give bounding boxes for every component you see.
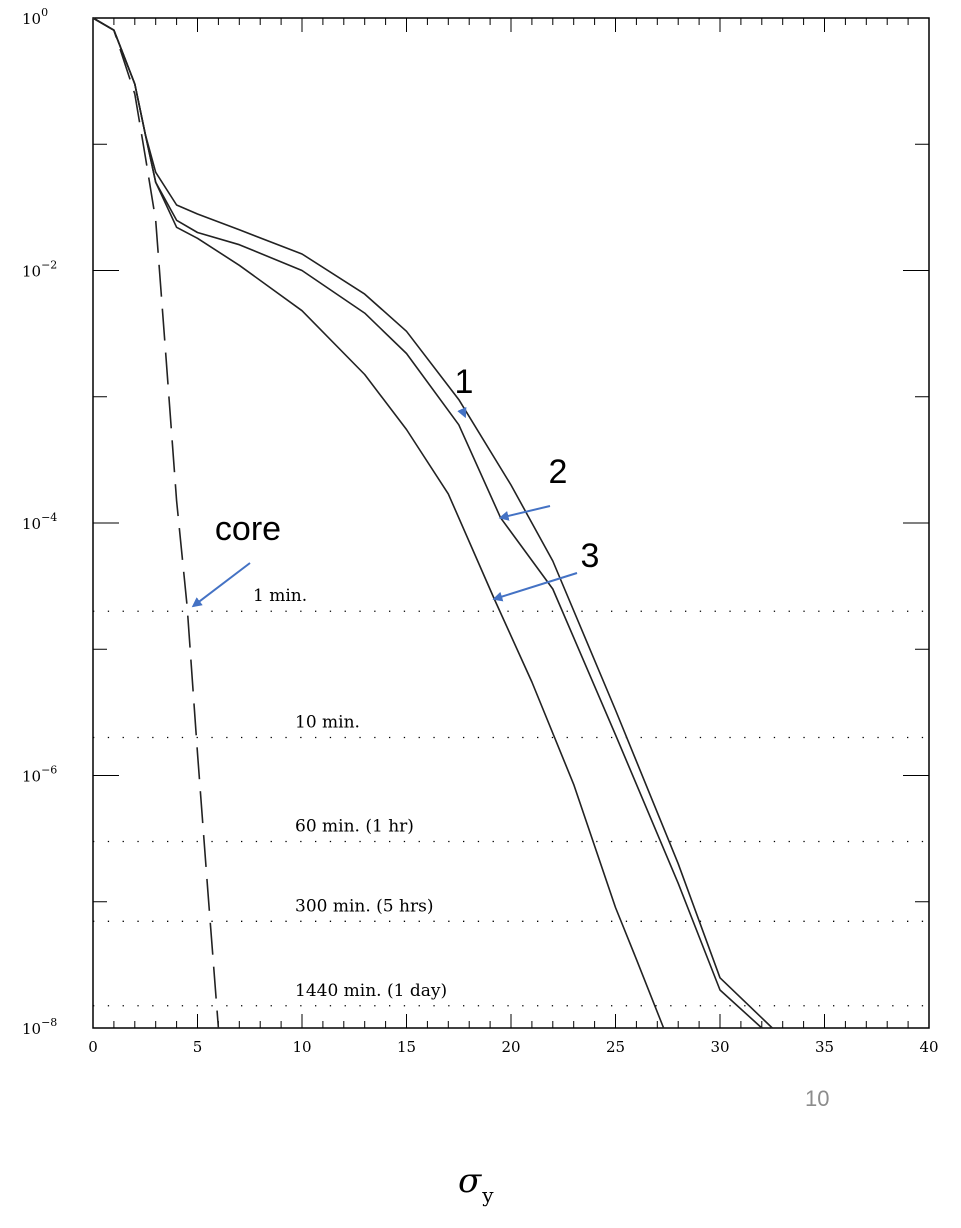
time-line-label: 1440 min. (1 day) <box>295 981 447 1001</box>
annotation-label-3: 3 <box>581 537 600 575</box>
x-tick-label: 15 <box>397 1038 416 1056</box>
time-reference-lines: 1 min. 10 min. 60 min. (1 hr) 300 min. (5 h… <box>93 586 929 1007</box>
time-line-label: 10 min. <box>295 712 360 732</box>
x-tick-label: 20 <box>501 1038 520 1056</box>
x-tick-label: 0 <box>88 1038 98 1056</box>
annotation-arrow-1 <box>457 406 467 419</box>
minor-ticks <box>92 17 930 1029</box>
x-tick-label: 40 <box>919 1038 938 1056</box>
x-tick-labels: 0 5 10 15 20 25 30 35 40 <box>88 1038 938 1056</box>
x-tick-label: 5 <box>193 1038 203 1056</box>
annotation-label-1: 1 <box>455 363 474 401</box>
time-line-label: 300 min. (5 hrs) <box>295 896 433 916</box>
x-tick-label: 30 <box>710 1038 729 1056</box>
y-tick-label: 10−2 <box>22 259 57 281</box>
x-axis-label: σy <box>458 1161 494 1207</box>
y-tick-label: 10−8 <box>22 1016 57 1038</box>
annotation-label-2: 2 <box>549 453 568 491</box>
series-3 <box>92 17 665 1029</box>
annotation-arrow-2 <box>498 505 551 521</box>
time-line-label: 60 min. (1 hr) <box>295 817 414 837</box>
y-tick-label: 10−6 <box>22 764 57 786</box>
page-number: 10 <box>805 1086 829 1111</box>
time-line-label: 1 min. <box>253 586 307 606</box>
series-core <box>92 17 220 1029</box>
x-tick-label: 10 <box>292 1038 311 1056</box>
series-2 <box>92 17 763 1029</box>
series-1 <box>92 17 773 1029</box>
series-group <box>92 17 773 1029</box>
annotation-arrow-core <box>191 562 251 608</box>
y-tick-label: 10−4 <box>22 511 57 533</box>
annotation-label-core: core <box>215 510 281 548</box>
x-tick-label: 35 <box>815 1038 834 1056</box>
annotation-arrow-3 <box>492 572 578 602</box>
x-tick-label: 25 <box>606 1038 625 1056</box>
y-tick-labels: 100 10−2 10−4 10−6 10−8 <box>22 6 57 1038</box>
y-tick-label: 100 <box>22 6 48 28</box>
annotations: 1 2 3 core <box>191 363 600 608</box>
